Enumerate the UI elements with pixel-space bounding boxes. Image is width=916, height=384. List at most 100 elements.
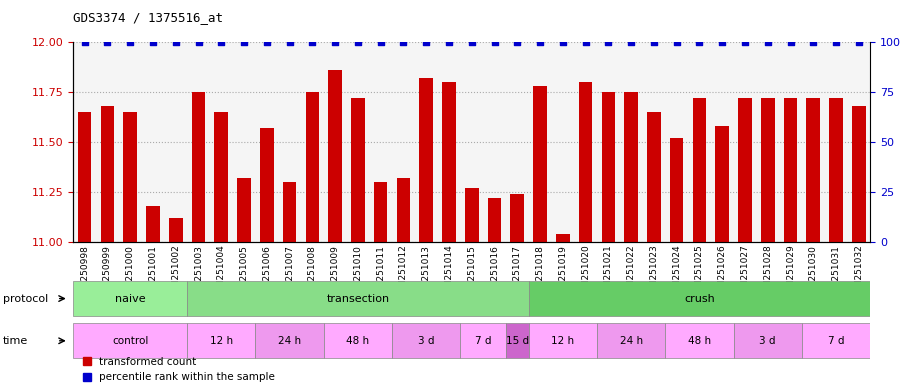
Point [555, 39, 570, 45]
Point [783, 39, 798, 45]
Point [601, 39, 616, 45]
Point [670, 39, 684, 45]
Point [396, 39, 410, 45]
Bar [442, 82, 456, 242]
Bar [306, 92, 319, 242]
Bar [328, 70, 342, 242]
Point [624, 39, 638, 45]
Text: control: control [112, 336, 148, 346]
Bar [397, 178, 410, 242]
Bar [283, 182, 297, 242]
Text: 24 h: 24 h [278, 336, 301, 346]
Bar [260, 128, 274, 242]
Bar [461, 323, 506, 358]
Text: time: time [3, 336, 28, 346]
Point [852, 39, 867, 45]
Bar [647, 112, 660, 242]
Point [419, 39, 433, 45]
Text: GDS3374 / 1375516_at: GDS3374 / 1375516_at [73, 12, 224, 25]
Point [282, 39, 297, 45]
Point [760, 39, 775, 45]
Point [259, 39, 274, 45]
Text: 24 h: 24 h [619, 336, 643, 346]
Point [737, 39, 752, 45]
Bar [625, 92, 638, 242]
Bar [420, 78, 433, 242]
Point [806, 39, 821, 45]
Bar [597, 323, 665, 358]
Bar [761, 98, 775, 242]
Point [578, 39, 593, 45]
Text: 12 h: 12 h [551, 336, 574, 346]
Point [77, 39, 92, 45]
Bar [806, 98, 820, 242]
Point [829, 39, 844, 45]
Bar [738, 98, 752, 242]
Bar [715, 126, 729, 242]
Text: transection: transection [326, 293, 389, 304]
Bar [374, 182, 387, 242]
Point [442, 39, 456, 45]
Bar [784, 98, 797, 242]
Point [714, 39, 729, 45]
Bar [510, 194, 524, 242]
Text: 12 h: 12 h [210, 336, 233, 346]
Bar [392, 323, 461, 358]
Bar [73, 323, 187, 358]
Point [191, 39, 206, 45]
Bar [78, 112, 92, 242]
Text: protocol: protocol [3, 293, 48, 304]
Point [100, 39, 114, 45]
Point [533, 39, 548, 45]
Bar [602, 92, 616, 242]
Bar [529, 281, 870, 316]
Text: naive: naive [114, 293, 146, 304]
Bar [256, 323, 323, 358]
Bar [191, 92, 205, 242]
Legend: transformed count, percentile rank within the sample: transformed count, percentile rank withi… [79, 353, 279, 384]
Text: crush: crush [684, 293, 714, 304]
Bar [237, 178, 251, 242]
Text: 3 d: 3 d [759, 336, 776, 346]
Point [647, 39, 661, 45]
Text: 7 d: 7 d [828, 336, 845, 346]
Bar [692, 98, 706, 242]
Bar [169, 218, 182, 242]
Point [487, 39, 502, 45]
Point [146, 39, 160, 45]
Bar [214, 112, 228, 242]
Point [351, 39, 365, 45]
Bar [734, 323, 802, 358]
Text: 7 d: 7 d [474, 336, 491, 346]
Bar [147, 206, 159, 242]
Bar [323, 323, 392, 358]
Point [692, 39, 707, 45]
Bar [852, 106, 866, 242]
Point [123, 39, 137, 45]
Text: 48 h: 48 h [346, 336, 369, 346]
Bar [829, 98, 843, 242]
Bar [465, 188, 478, 242]
Bar [187, 323, 256, 358]
Bar [579, 82, 593, 242]
Point [169, 39, 183, 45]
Text: 3 d: 3 d [418, 336, 434, 346]
Bar [665, 323, 734, 358]
Bar [187, 281, 529, 316]
Bar [351, 98, 365, 242]
Text: 48 h: 48 h [688, 336, 711, 346]
Point [305, 39, 320, 45]
Point [510, 39, 525, 45]
Bar [124, 112, 137, 242]
Bar [101, 106, 114, 242]
Bar [73, 281, 187, 316]
Bar [529, 323, 597, 358]
Point [236, 39, 251, 45]
Text: 15 d: 15 d [506, 336, 529, 346]
Bar [506, 323, 529, 358]
Bar [487, 198, 501, 242]
Point [328, 39, 343, 45]
Point [214, 39, 229, 45]
Bar [670, 138, 683, 242]
Bar [533, 86, 547, 242]
